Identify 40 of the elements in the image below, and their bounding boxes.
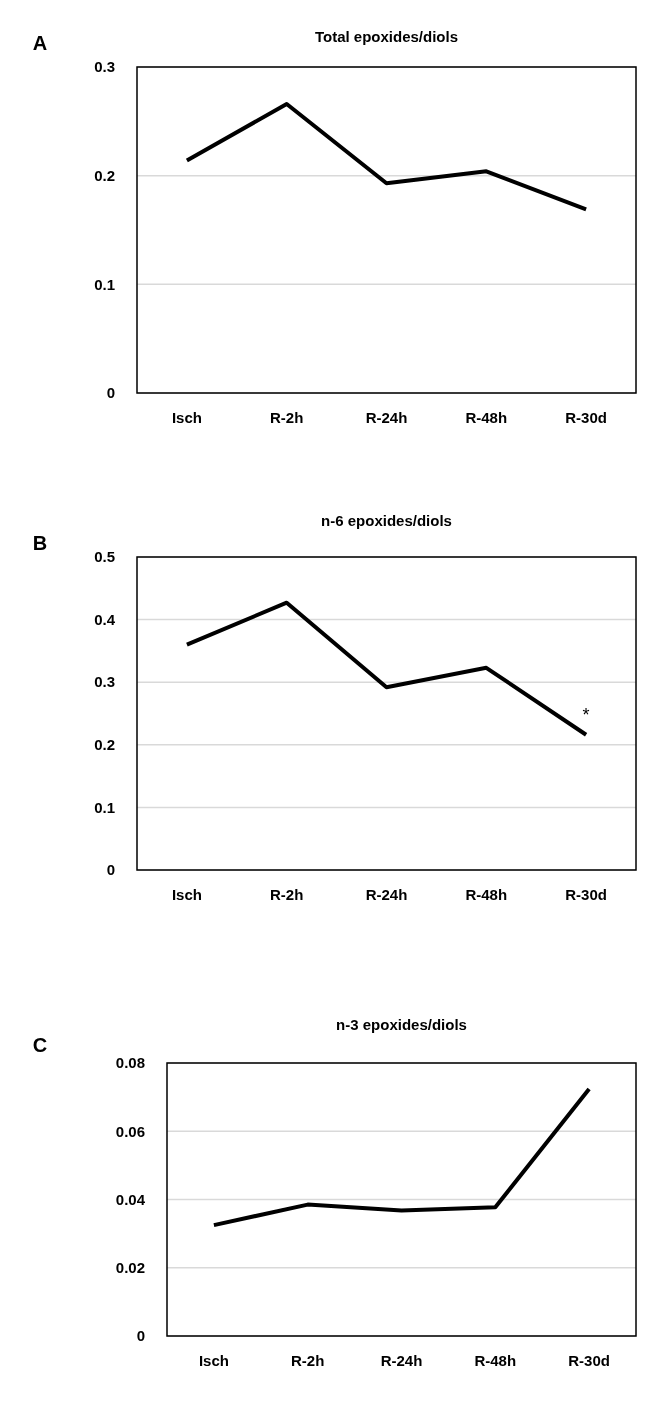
x-tick-label: Isch bbox=[198, 1352, 229, 1369]
y-tick-label: 0.06 bbox=[115, 1122, 145, 1140]
x-tick-label: R-2h bbox=[270, 409, 304, 426]
x-tick-label: R-24h bbox=[365, 409, 408, 426]
chart-title: Total epoxides/diols bbox=[314, 28, 459, 45]
y-tick-label: 0 bbox=[106, 861, 115, 879]
text: A bbox=[32, 32, 48, 54]
x-tick-label: R-24h bbox=[380, 1352, 423, 1369]
x-tick-label: R-48h bbox=[465, 409, 508, 426]
y-tick-label: 0.4 bbox=[94, 610, 116, 628]
y-tick-label: 0.02 bbox=[115, 1259, 145, 1276]
text: C bbox=[32, 1034, 48, 1056]
annotation: * bbox=[582, 704, 590, 725]
x-tick-label: R-2h bbox=[291, 1352, 325, 1369]
y-tick-label: 0.5 bbox=[94, 548, 115, 566]
line-series bbox=[211, 1086, 592, 1228]
y-tick-label: 0.2 bbox=[94, 166, 115, 184]
text: B bbox=[32, 532, 48, 554]
y-tick-label: 0.1 bbox=[94, 275, 115, 293]
y-tick-label: 0 bbox=[136, 1327, 145, 1345]
y-tick-label: 0.04 bbox=[115, 1190, 146, 1208]
y-tick-label: 0.1 bbox=[94, 798, 115, 816]
x-tick-label: Isch bbox=[171, 886, 202, 903]
x-tick-label: R-30d bbox=[568, 1352, 610, 1369]
y-tick-label: 0.2 bbox=[94, 736, 115, 754]
x-tick-label: R-30d bbox=[565, 886, 607, 903]
y-tick-label: 0.08 bbox=[115, 1054, 145, 1072]
x-tick-label: R-24h bbox=[365, 886, 408, 903]
y-tick-label: 0.3 bbox=[94, 673, 115, 691]
chart-title: n-6 epoxides/diols bbox=[321, 512, 452, 529]
x-tick-label: R-48h bbox=[465, 886, 508, 903]
x-tick-label: R-2h bbox=[270, 886, 304, 903]
x-tick-label: R-30d bbox=[565, 409, 607, 426]
y-tick-label: 0.3 bbox=[94, 58, 115, 76]
line-series bbox=[184, 101, 589, 212]
x-tick-label: Isch bbox=[171, 409, 202, 426]
line-series bbox=[184, 600, 589, 737]
chart-title: n-3 epoxides/diols bbox=[336, 1016, 467, 1033]
x-tick-label: R-48h bbox=[474, 1352, 517, 1369]
y-tick-label: 0 bbox=[106, 384, 115, 402]
